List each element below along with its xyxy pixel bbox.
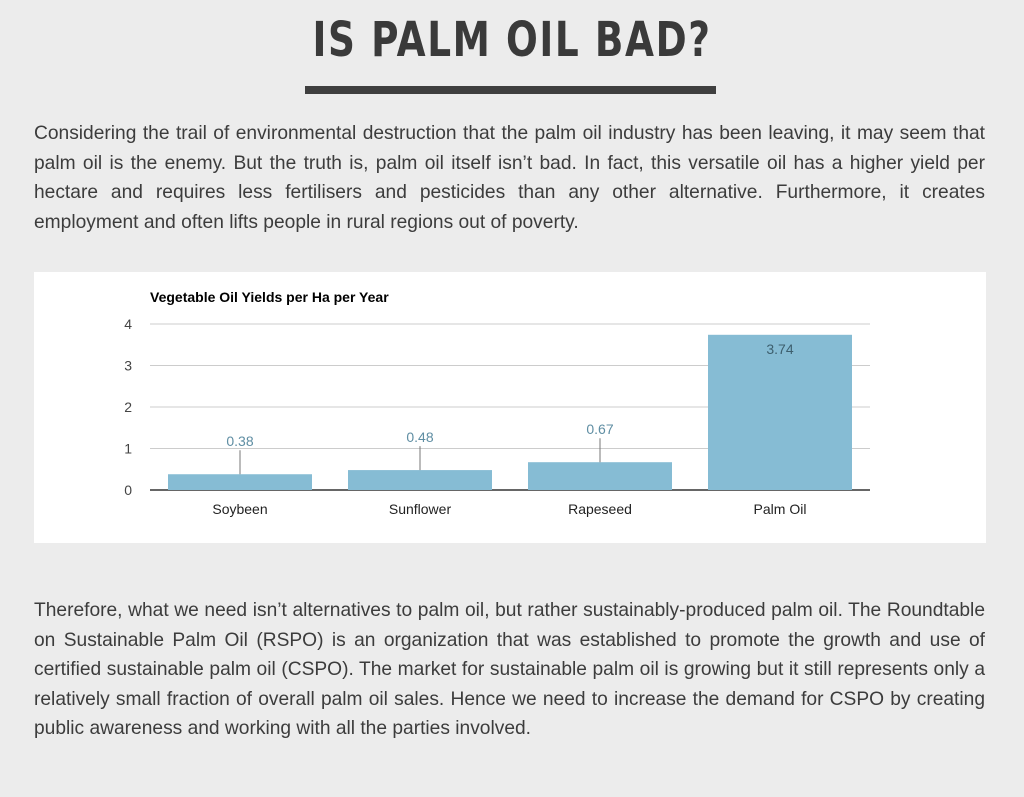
bar [168, 474, 312, 490]
y-tick-label: 4 [124, 316, 132, 332]
x-category-label: Palm Oil [754, 501, 807, 517]
y-tick-label: 1 [124, 441, 132, 457]
bar [528, 462, 672, 490]
data-label: 0.48 [406, 429, 433, 445]
conclusion-paragraph: Therefore, what we need isn’t alternativ… [34, 600, 985, 739]
x-category-label: Rapeseed [568, 501, 632, 517]
data-label: 0.67 [586, 421, 613, 437]
x-category-label: Soybeen [212, 501, 267, 517]
title-underline [305, 86, 716, 94]
y-tick-label: 2 [124, 399, 132, 415]
data-label: 3.74 [766, 341, 793, 357]
data-label: 0.38 [226, 433, 253, 449]
intro-paragraph: Considering the trail of environmental d… [34, 123, 985, 233]
y-tick-label: 0 [124, 482, 132, 498]
bar-chart: Vegetable Oil Yields per Ha per Year 0 1 2… [124, 289, 870, 517]
y-tick-label: 3 [124, 358, 132, 374]
chart-card: Vegetable Oil Yields per Ha per Year 0 1 2… [34, 272, 986, 543]
bar [348, 470, 492, 490]
page-title: IS PALM OIL BAD? [312, 12, 712, 68]
x-category-label: Sunflower [389, 501, 452, 517]
bar [708, 334, 852, 490]
chart-title: Vegetable Oil Yields per Ha per Year [150, 289, 389, 305]
